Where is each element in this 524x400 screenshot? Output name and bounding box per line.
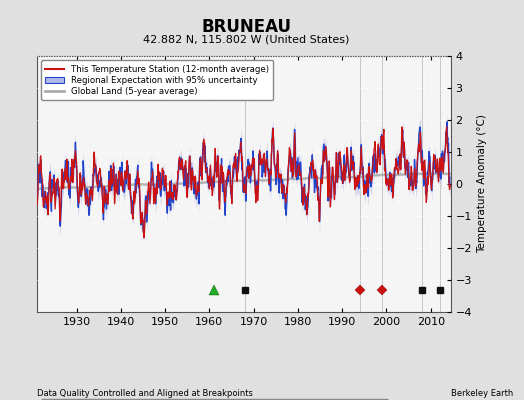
Text: 42.882 N, 115.802 W (United States): 42.882 N, 115.802 W (United States) <box>143 34 350 44</box>
Text: Data Quality Controlled and Aligned at Breakpoints: Data Quality Controlled and Aligned at B… <box>37 389 253 398</box>
Legend: Station Move, Record Gap, Time of Obs. Change, Empirical Break: Station Move, Record Gap, Time of Obs. C… <box>41 399 388 400</box>
Text: BRUNEAU: BRUNEAU <box>201 18 291 36</box>
Y-axis label: Temperature Anomaly (°C): Temperature Anomaly (°C) <box>477 114 487 254</box>
Text: Berkeley Earth: Berkeley Earth <box>451 389 514 398</box>
